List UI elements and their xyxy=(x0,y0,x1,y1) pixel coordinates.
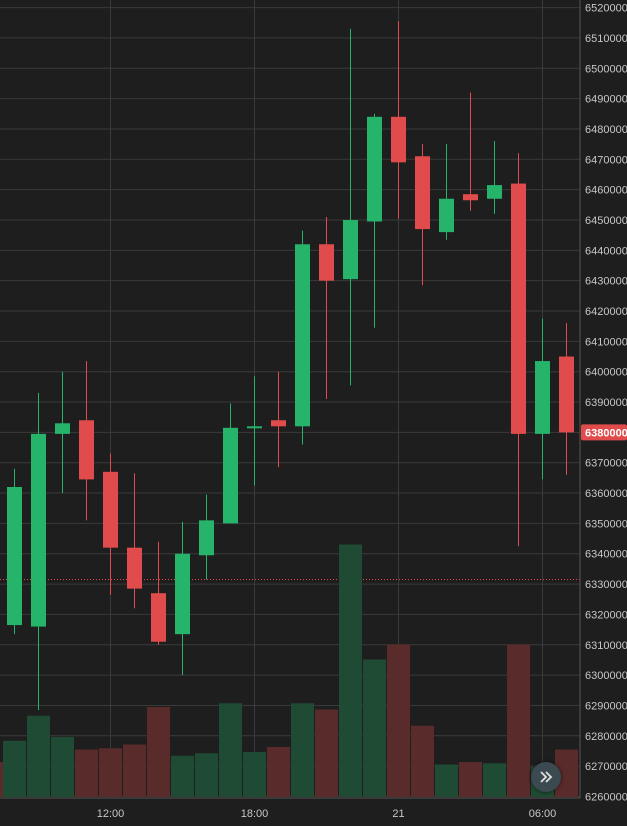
y-tick-label: 6510000 xyxy=(585,33,627,45)
x-tick-label: 18:00 xyxy=(241,808,269,820)
candle-body xyxy=(223,427,238,524)
candles xyxy=(7,21,574,711)
x-tick-label: 06:00 xyxy=(529,808,557,820)
last-price-label: 6380000 xyxy=(581,424,627,441)
candle-body xyxy=(439,198,454,233)
candle-body xyxy=(7,486,22,626)
y-tick-label: 6450000 xyxy=(585,215,627,227)
y-tick-label: 6480000 xyxy=(585,124,627,136)
volume-bar xyxy=(27,715,50,797)
y-tick-label: 6360000 xyxy=(585,488,627,500)
y-tick-label: 6370000 xyxy=(585,458,627,470)
volume-bars xyxy=(0,544,578,797)
x-axis: 12:00 18:00 21 06:00 xyxy=(97,808,557,820)
y-tick-label: 6500000 xyxy=(585,63,627,75)
y-tick-label: 6410000 xyxy=(585,336,627,348)
candle-body xyxy=(151,593,166,642)
volume-bar xyxy=(363,659,386,797)
volume-bar xyxy=(51,737,74,797)
candle-body xyxy=(103,471,118,548)
y-tick-label: 6290000 xyxy=(585,700,627,712)
y-tick-label: 6420000 xyxy=(585,306,627,318)
volume-bar xyxy=(483,763,506,797)
candle-body xyxy=(559,356,574,433)
last-price-label-text: 6380000 xyxy=(585,427,627,439)
candle-body xyxy=(487,185,502,199)
volume-bar xyxy=(387,644,410,797)
candle-body xyxy=(55,423,70,434)
double-chevron-right-icon xyxy=(540,771,553,783)
volume-bar xyxy=(243,752,266,797)
volume-bar xyxy=(291,703,314,797)
candle-body xyxy=(31,433,46,627)
candle-body xyxy=(343,219,358,280)
y-tick-label: 6280000 xyxy=(585,731,627,743)
volume-bar xyxy=(315,709,338,797)
volume-bar xyxy=(411,725,434,797)
volume-bar xyxy=(0,762,3,797)
y-tick-label: 6350000 xyxy=(585,518,627,530)
volume-bar xyxy=(99,748,122,797)
y-tick-label: 6340000 xyxy=(585,549,627,561)
x-tick-label: 21 xyxy=(392,808,404,820)
volume-bar xyxy=(171,755,194,797)
candle-body xyxy=(199,520,214,556)
y-tick-label: 6490000 xyxy=(585,94,627,106)
candle-body xyxy=(463,194,478,201)
candle-body xyxy=(391,116,406,163)
volume-bar xyxy=(267,747,290,797)
volume-bar xyxy=(75,749,98,797)
volume-bar xyxy=(507,644,530,797)
y-tick-label: 6400000 xyxy=(585,367,627,379)
volume-bar xyxy=(435,764,458,797)
candle-body xyxy=(271,420,286,427)
volume-bar xyxy=(147,707,170,797)
candle-body xyxy=(367,116,382,222)
y-tick-label: 6390000 xyxy=(585,397,627,409)
volume-bar xyxy=(219,703,242,797)
y-axis: 6260000 6270000 6280000 6290000 6300000 63100… xyxy=(585,3,627,804)
y-tick-label: 6270000 xyxy=(585,761,627,773)
y-tick-label: 6260000 xyxy=(585,791,627,803)
volume-bar xyxy=(339,544,362,797)
y-tick-label: 6460000 xyxy=(585,185,627,197)
y-tick-label: 6310000 xyxy=(585,640,627,652)
candle-body xyxy=(127,547,142,589)
y-tick-label: 6470000 xyxy=(585,154,627,166)
candle-body xyxy=(319,244,334,281)
volume-bar xyxy=(459,762,482,797)
volume-bar xyxy=(123,744,146,797)
volume-bar xyxy=(555,749,578,797)
y-tick-label: 6300000 xyxy=(585,670,627,682)
candle-body xyxy=(295,244,310,427)
y-tick-label: 6520000 xyxy=(585,3,627,15)
candle-body xyxy=(247,426,262,429)
y-tick-label: 6440000 xyxy=(585,245,627,257)
scroll-to-realtime-button[interactable] xyxy=(531,762,561,792)
candle-body xyxy=(535,361,550,434)
y-tick-label: 6320000 xyxy=(585,609,627,621)
candle-body xyxy=(511,183,526,434)
volume-bar xyxy=(195,753,218,797)
last-price-label-bg xyxy=(581,424,627,441)
volume-bar xyxy=(3,740,26,797)
x-tick-label: 12:00 xyxy=(97,808,125,820)
y-tick-label: 6430000 xyxy=(585,276,627,288)
candle-body xyxy=(175,553,190,635)
candle-body xyxy=(415,156,430,230)
y-tick-label: 6330000 xyxy=(585,579,627,591)
candle-body xyxy=(79,420,94,480)
